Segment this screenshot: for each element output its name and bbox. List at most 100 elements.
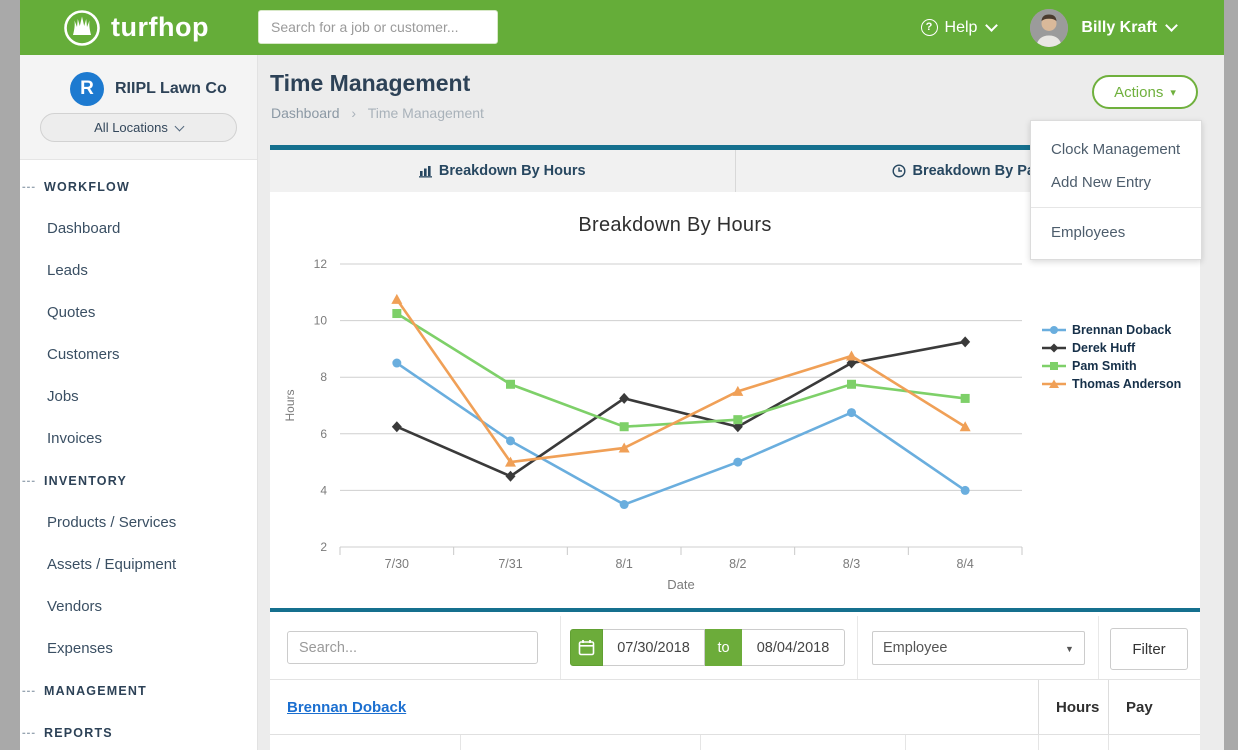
chevron-down-icon xyxy=(985,19,999,32)
clock-in-cell: 7/30/2018 6:30:00 AM xyxy=(460,735,700,750)
table-header-row: Brennan Doback Hours Pay xyxy=(270,679,1200,735)
svg-text:8: 8 xyxy=(320,370,327,384)
sidebar-item-quotes[interactable]: Quotes xyxy=(47,304,96,321)
help-label: Help xyxy=(944,18,978,36)
sidebar-item-leads[interactable]: Leads xyxy=(47,262,88,279)
svg-text:Date: Date xyxy=(667,577,694,592)
legend-item-brennan-doback[interactable]: Brennan Doback xyxy=(1042,321,1181,339)
question-circle-icon: ? xyxy=(920,19,938,36)
sidebar-item-vendors[interactable]: Vendors xyxy=(47,598,103,615)
tab-breakdown-by-hours[interactable]: Breakdown By Hours xyxy=(270,150,735,192)
legend-marker-icon xyxy=(1042,343,1066,353)
sidebar-item-assets-equipment[interactable]: Assets / Equipment xyxy=(47,556,177,573)
svg-text:8/3: 8/3 xyxy=(843,557,860,571)
sidebar-item-expenses[interactable]: Expenses xyxy=(47,640,113,657)
divider xyxy=(1098,616,1099,679)
legend-label: Brennan Doback xyxy=(1072,323,1172,337)
sidebar-section-reports[interactable]: REPORTS xyxy=(20,712,257,750)
date-range-to-label: to xyxy=(705,629,742,666)
locations-label: All Locations xyxy=(94,120,168,135)
breadcrumb-current: Time Management xyxy=(367,105,484,121)
help-menu[interactable]: ? Help xyxy=(920,18,999,37)
clock-out-cell: 7/30/2018 3:00:00 PM xyxy=(700,735,905,750)
sidebar-item-products-services[interactable]: Products / Services xyxy=(47,514,177,531)
calendar-button[interactable] xyxy=(570,629,603,666)
turfhop-logo[interactable]: turfhop xyxy=(62,8,209,48)
user-avatar[interactable] xyxy=(1030,8,1069,47)
menu-item-clock-management[interactable]: Clock Management xyxy=(1051,141,1181,158)
window-frame-right xyxy=(1224,0,1238,750)
breadcrumb-dashboard[interactable]: Dashboard xyxy=(271,105,340,121)
actions-dropdown-menu: Clock Management Add New Entry Employees xyxy=(1030,120,1202,260)
sidebar-item-jobs[interactable]: Jobs xyxy=(47,388,79,405)
legend-item-derek-huff[interactable]: Derek Huff xyxy=(1042,339,1181,357)
user-name[interactable]: Billy Kraft xyxy=(1081,18,1157,36)
avatar-photo xyxy=(1030,8,1069,47)
page-title: Time Management xyxy=(270,70,471,96)
table-search-input[interactable] xyxy=(287,631,538,664)
employee-link[interactable]: Brennan Doback xyxy=(287,698,407,716)
table-header-hours: Hours xyxy=(1038,680,1108,734)
sidebar-item-invoices[interactable]: Invoices xyxy=(47,430,103,447)
actions-button[interactable]: Actions ▾ xyxy=(1092,75,1198,109)
sidebar-section-management[interactable]: MANAGEMENT xyxy=(20,670,257,712)
caret-down-icon: ▾ xyxy=(1170,86,1176,99)
all-locations-dropdown[interactable]: All Locations xyxy=(40,113,237,142)
tab-label: Breakdown By Hours xyxy=(438,163,586,179)
table-row: -Monday (7/30/2018)7/30/2018 6:30:00 AM7… xyxy=(270,735,1200,750)
table-header-pay: Pay xyxy=(1108,680,1200,734)
legend-label: Thomas Anderson xyxy=(1072,377,1182,391)
tab-breakdown-by-pay[interactable]: Breakdown By Pay xyxy=(734,150,1201,192)
tab-label: Breakdown By Pay xyxy=(912,163,1044,179)
svg-text:7/31: 7/31 xyxy=(498,557,522,571)
navbar-right-group: ? Help Billy Kraft xyxy=(920,0,1224,55)
sidebar-section-inventory[interactable]: INVENTORY xyxy=(20,460,257,502)
legend-marker-icon xyxy=(1042,326,1066,334)
chevron-down-icon xyxy=(174,121,185,131)
company-name: RIIPL Lawn Co xyxy=(115,80,227,97)
filter-button[interactable]: Filter xyxy=(1110,628,1188,670)
svg-text:8/1: 8/1 xyxy=(615,557,632,571)
line-chart: 2 4 6 8 10 12 7/30 7/31 8/1 8/2 8/3 8/4 Date Hours xyxy=(283,257,1023,592)
grass-circle-icon xyxy=(64,9,100,46)
sidebar-section-workflow[interactable]: WORKFLOW xyxy=(20,166,257,208)
chart-legend: Brennan Doback Derek Huff Pam Smith Thomas … xyxy=(1042,321,1181,393)
employee-select[interactable]: Employee xyxy=(872,631,1085,665)
date-from-input[interactable] xyxy=(603,629,705,666)
svg-text:4: 4 xyxy=(320,483,327,497)
sidebar-item-customers[interactable]: Customers xyxy=(47,346,120,363)
rate-cell: $16.50 / Hour xyxy=(905,735,1038,750)
menu-item-employees[interactable]: Employees xyxy=(1051,224,1126,241)
window-frame-left xyxy=(0,0,20,750)
menu-item-add-new-entry[interactable]: Add New Entry xyxy=(1051,174,1152,191)
sidebar-menu: WORKFLOW Dashboard Leads Quotes Customers Job… xyxy=(20,160,257,750)
legend-marker-icon xyxy=(1042,362,1066,370)
calendar-icon xyxy=(578,640,595,656)
legend-item-pam-smith[interactable]: Pam Smith xyxy=(1042,357,1181,375)
top-navbar: turfhop ? Help Billy Kraft xyxy=(20,0,1224,55)
svg-text:8/2: 8/2 xyxy=(729,557,746,571)
svg-text:12: 12 xyxy=(314,257,328,271)
day-cell: -Monday (7/30/2018) xyxy=(270,735,460,750)
svg-text:6: 6 xyxy=(320,427,327,441)
app-window: turfhop ? Help Billy Kraft R xyxy=(20,0,1224,750)
timesheet-section: to Employee ▼ Filter Brennan Doback Hour… xyxy=(270,608,1200,750)
pay-cell: $140.25 xyxy=(1108,735,1200,750)
global-search-input[interactable] xyxy=(258,10,498,44)
sidebar-item-dashboard[interactable]: Dashboard xyxy=(47,220,121,237)
legend-label: Pam Smith xyxy=(1072,359,1137,373)
svg-text:2: 2 xyxy=(320,540,327,554)
date-to-input[interactable] xyxy=(742,629,845,666)
legend-item-thomas-anderson[interactable]: Thomas Anderson xyxy=(1042,375,1181,393)
chevron-down-icon[interactable] xyxy=(1165,19,1178,32)
svg-text:7/30: 7/30 xyxy=(385,557,409,571)
clock-icon xyxy=(892,164,906,178)
logo-text: turfhop xyxy=(111,12,209,42)
hours-cell: 8.50 xyxy=(1038,735,1108,750)
divider xyxy=(560,616,561,679)
svg-text:8/4: 8/4 xyxy=(956,557,973,571)
chart-title: Breakdown By Hours xyxy=(578,214,772,236)
svg-text:10: 10 xyxy=(314,314,328,328)
table-header-employee: Brennan Doback xyxy=(270,680,1038,734)
legend-label: Derek Huff xyxy=(1072,341,1136,355)
